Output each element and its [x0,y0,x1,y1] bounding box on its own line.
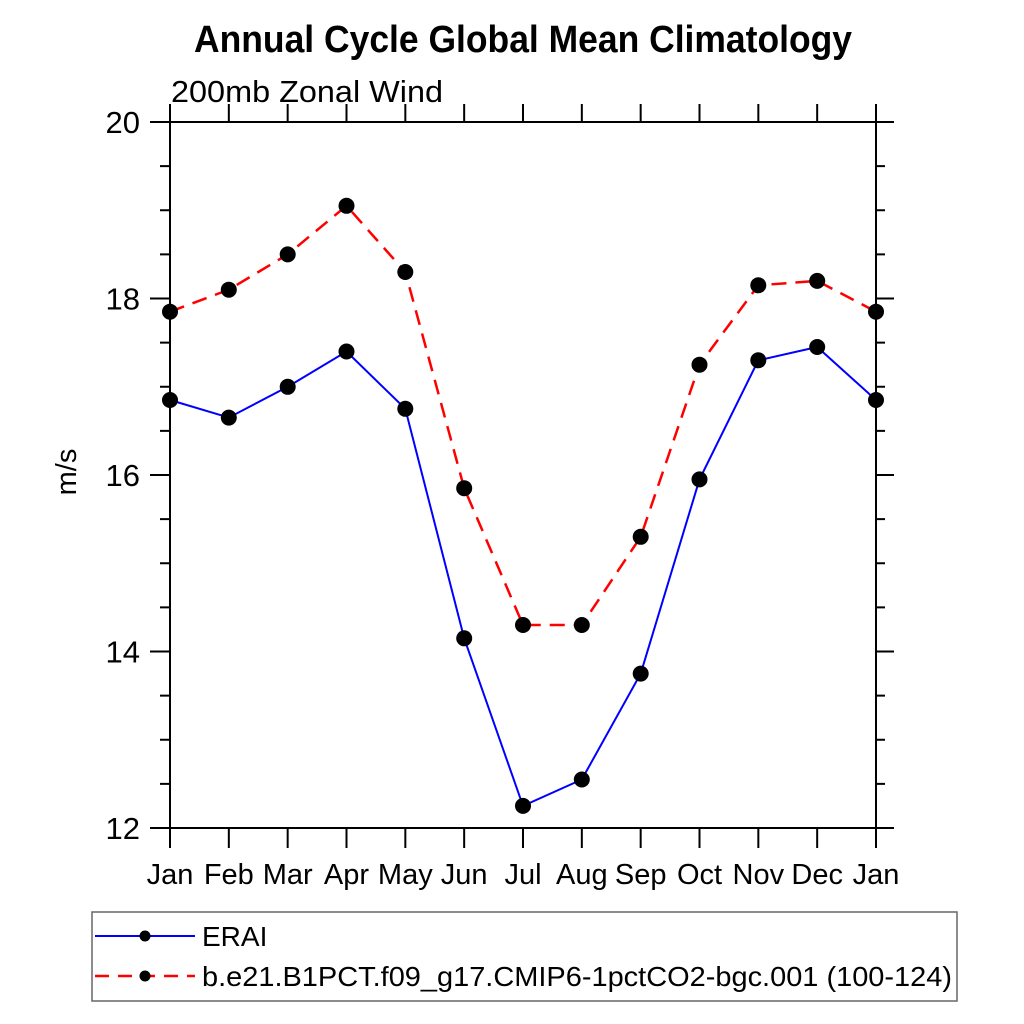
y-tick-label: 14 [106,635,140,670]
x-tick-label: Sep [615,859,667,891]
series-model [162,197,884,633]
model-line [169,204,877,627]
y-tick-labels: 12 14 16 18 20 [106,105,140,846]
legend-border [91,911,958,1002]
axis-ticks [150,104,894,848]
data-point-marker [868,392,884,408]
data-point-marker [397,400,414,417]
legend-row: b.e21.B1PCT.f09_g17.CMIP6-1pctCO2-bgc.00… [95,961,952,992]
x-tick-label: Nov [733,859,785,891]
data-point-marker [691,356,708,373]
data-point-marker [750,352,767,369]
data-point-marker [220,281,237,298]
x-tick-label: Jun [441,859,488,891]
data-point-marker [279,378,296,395]
x-tick-label: Jan [147,859,194,891]
data-point-marker [162,392,178,408]
data-point-marker [338,197,355,214]
data-point-marker [750,277,767,294]
x-tick-label: Aug [556,859,608,891]
y-axis-label: m/s [51,449,83,496]
x-tick-label: Jul [504,859,541,891]
data-point-marker [809,339,826,355]
legend-marker [139,970,151,982]
legend-label-model: b.e21.B1PCT.f09_g17.CMIP6-1pctCO2-bgc.00… [202,961,952,992]
x-tick-label: May [378,859,433,891]
data-point-marker [632,665,649,682]
legend-marker [139,930,151,942]
data-point-marker [397,264,414,280]
x-tick-label: Dec [791,859,843,891]
data-point-marker [573,771,590,788]
data-point-marker [691,471,708,488]
x-tick-labels: Jan Feb Mar Apr May Jun Jul Aug Sep Oct Nov Dec Jan [147,859,900,891]
y-tick-label: 20 [106,105,140,140]
plot-frame [169,121,877,829]
data-point-marker [515,797,531,814]
y-tick-label: 12 [106,811,140,846]
x-tick-label: Apr [324,859,369,891]
data-point-marker [809,272,826,289]
data-point-marker [868,303,884,320]
legend-box: ERAI b.e21.B1PCT.f09_g17.CMIP6-1pctCO2-bg… [91,911,958,1002]
chart-subtitle: 200mb Zonal Wind [171,74,443,109]
data-point-marker [220,409,237,426]
data-point-marker [162,303,178,320]
data-point-marker [279,246,296,263]
data-series [162,197,884,814]
data-point-marker [456,480,473,497]
data-point-marker [515,617,531,633]
legend-row: ERAI [95,921,267,952]
data-point-marker [632,528,649,545]
chart-title: Annual Cycle Global Mean Climatology [194,19,852,61]
data-point-marker [338,343,355,360]
y-tick-label: 16 [106,458,140,493]
data-point-marker [456,630,473,647]
y-tick-label: 18 [106,282,140,317]
x-tick-label: Mar [263,859,313,891]
x-tick-label: Oct [677,859,722,891]
series-erai [162,339,884,814]
legend-label-erai: ERAI [202,921,267,952]
x-tick-label: Jan [853,859,900,891]
erai-line [169,345,877,808]
data-point-marker [573,617,590,633]
x-tick-label: Feb [204,859,254,891]
